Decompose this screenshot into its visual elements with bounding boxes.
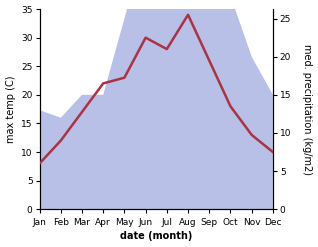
Y-axis label: max temp (C): max temp (C) xyxy=(5,75,16,143)
Y-axis label: med. precipitation (kg/m2): med. precipitation (kg/m2) xyxy=(302,44,313,175)
X-axis label: date (month): date (month) xyxy=(120,231,192,242)
